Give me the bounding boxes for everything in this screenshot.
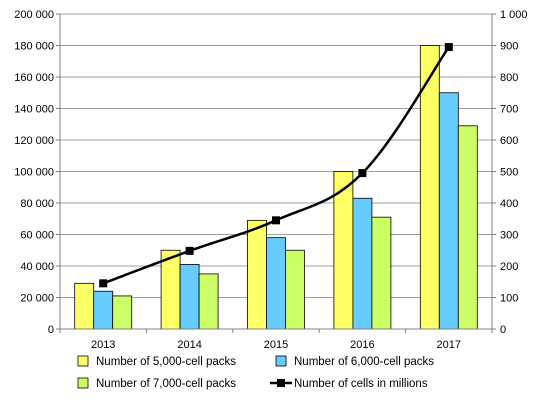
y-left-tick-label: 160 000 bbox=[14, 72, 54, 84]
legend-swatch bbox=[275, 355, 287, 367]
series-line bbox=[102, 46, 450, 285]
legend: Number of 5,000-cell packs Number of 6,00… bbox=[77, 355, 434, 390]
y-left-tick-label: 180 000 bbox=[14, 41, 54, 53]
legend-marker bbox=[277, 379, 285, 387]
y-right-tick-label: 0 bbox=[500, 324, 506, 336]
bar bbox=[457, 125, 478, 330]
bar bbox=[112, 295, 133, 330]
line-point bbox=[272, 216, 280, 225]
legend-swatch bbox=[77, 377, 89, 389]
line-point bbox=[99, 279, 108, 288]
y-right-tick-label: 200 bbox=[500, 261, 518, 273]
legend-label: Number of 7,000-cell packs bbox=[96, 378, 236, 390]
y-right-tick-label: 100 bbox=[500, 293, 518, 305]
y-left-tick-label: 120 000 bbox=[14, 135, 54, 147]
legend-label: Number of cells in millions bbox=[294, 378, 428, 390]
legend-label: Number of 5,000-cell packs bbox=[96, 356, 236, 368]
line-point bbox=[444, 43, 453, 52]
legend-swatch bbox=[77, 355, 89, 367]
y-right-tick-label: 700 bbox=[500, 104, 518, 116]
bar bbox=[93, 290, 114, 330]
y-left-tick-label: 100 000 bbox=[14, 167, 54, 179]
y-left-tick-label: 80 000 bbox=[20, 198, 54, 210]
y-right-tick-label: 300 bbox=[500, 230, 518, 242]
y-right-tick-label: 400 bbox=[500, 198, 518, 210]
line-point bbox=[185, 246, 194, 255]
bar bbox=[438, 92, 459, 330]
bar bbox=[247, 219, 267, 330]
bar bbox=[198, 273, 219, 330]
y-left-tick-label: 60 000 bbox=[20, 230, 54, 242]
x-tick-label: 2016 bbox=[350, 339, 374, 351]
bar bbox=[371, 216, 392, 330]
x-tick-label: 2014 bbox=[177, 339, 201, 351]
y-left-tick-label: 0 bbox=[48, 324, 54, 336]
y-right-tick-label: 500 bbox=[500, 167, 518, 179]
y-left-tick-label: 40 000 bbox=[20, 261, 54, 273]
y-right-tick-label: 900 bbox=[500, 41, 518, 53]
cells-line bbox=[99, 43, 453, 288]
bar bbox=[352, 197, 373, 330]
y-right-tick-label: 1 000 bbox=[500, 9, 528, 21]
axes: 0 0 20 000 100 40 000 200 60 000 300 80 000 400 10… bbox=[14, 9, 527, 351]
y-left-tick-label: 200 000 bbox=[14, 9, 54, 21]
bar bbox=[160, 249, 181, 330]
bar bbox=[266, 237, 286, 330]
bar bbox=[285, 249, 305, 330]
y-left-tick-label: 140 000 bbox=[14, 104, 54, 116]
line-point bbox=[358, 169, 367, 178]
legend-label: Number of 6,000-cell packs bbox=[294, 356, 434, 368]
y-left-tick-label: 20 000 bbox=[20, 293, 54, 305]
bar bbox=[74, 282, 95, 330]
x-tick-label: 2017 bbox=[437, 339, 461, 351]
y-right-tick-label: 600 bbox=[500, 135, 518, 147]
x-tick-label: 2015 bbox=[264, 339, 288, 351]
x-tick-label: 2013 bbox=[91, 339, 115, 351]
bar bbox=[179, 264, 200, 330]
y-right-tick-label: 800 bbox=[500, 72, 518, 84]
